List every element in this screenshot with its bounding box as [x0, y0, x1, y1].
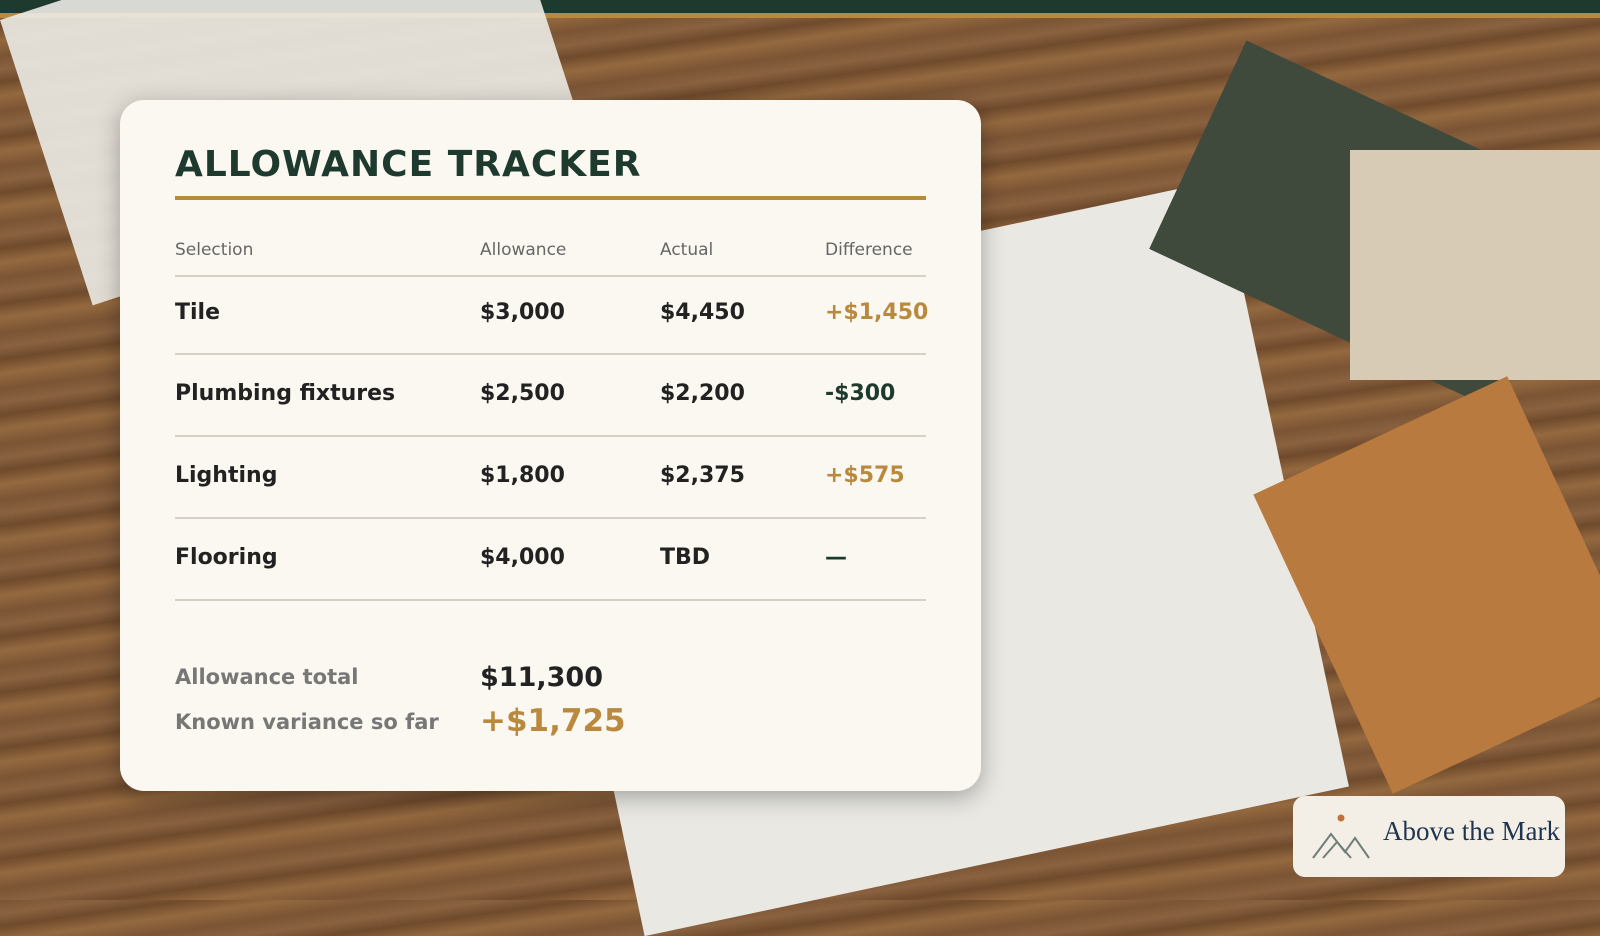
cell: $4,450: [660, 300, 745, 325]
column-header: Selection: [175, 240, 254, 260]
column-header: Difference: [825, 240, 913, 260]
cell: $2,500: [480, 381, 565, 406]
row-divider: [175, 435, 926, 437]
cell: Flooring: [175, 545, 278, 570]
column-header: Allowance: [480, 240, 567, 260]
title-rule: [175, 196, 926, 200]
cell: $1,800: [480, 463, 565, 488]
column-header: Actual: [660, 240, 714, 260]
cell: Plumbing fixtures: [175, 381, 396, 406]
row-divider: [175, 275, 926, 277]
logo: Above the Mark: [1293, 796, 1565, 877]
cell: $2,375: [660, 463, 745, 488]
cell: +$1,450: [825, 300, 929, 325]
summary-value: $11,300: [480, 662, 603, 693]
summary-label: Known variance so far: [175, 710, 439, 734]
tracker-card: ALLOWANCE TRACKER Selection Allowance Ac…: [120, 100, 981, 791]
cell: $3,000: [480, 300, 565, 325]
row-divider: [175, 599, 926, 601]
row-divider: [175, 353, 926, 355]
cell: $4,000: [480, 545, 565, 570]
cell: -$300: [825, 381, 896, 406]
cell: $2,200: [660, 381, 745, 406]
cell: TBD: [660, 545, 711, 570]
cell: —: [825, 545, 847, 570]
tile-stone: [1350, 150, 1600, 380]
summary-value: +$1,725: [480, 703, 626, 739]
cell: Tile: [175, 300, 221, 325]
cell: Lighting: [175, 463, 278, 488]
logo-mark: [1312, 814, 1370, 859]
cell: +$575: [825, 463, 905, 488]
title: ALLOWANCE TRACKER: [175, 144, 642, 185]
summary-label: Allowance total: [175, 665, 359, 689]
logo-text: Above the Mark: [1383, 816, 1560, 846]
row-divider: [175, 517, 926, 519]
